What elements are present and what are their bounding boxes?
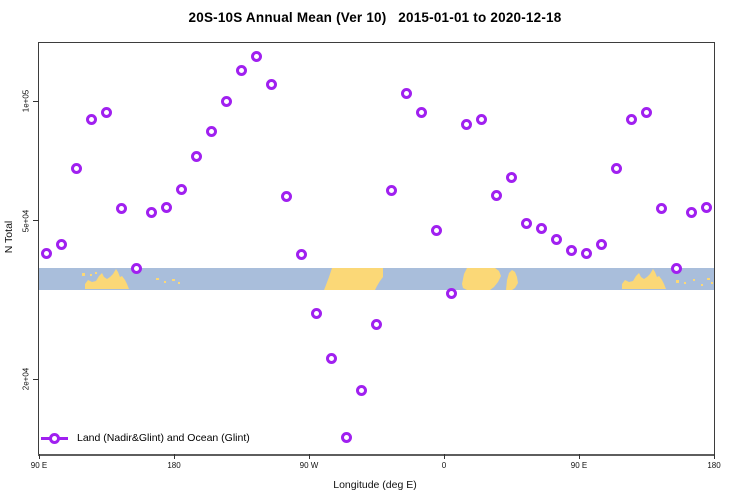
x-axis-title: Longitude (deg E) [333, 479, 417, 491]
data-point [296, 248, 307, 260]
data-point [686, 206, 697, 218]
data-point [596, 238, 607, 250]
land-mass [462, 268, 501, 290]
data-point [56, 238, 67, 250]
data-point [251, 50, 262, 62]
data-point [86, 114, 97, 126]
data-point [41, 247, 52, 259]
data-point [176, 183, 187, 195]
data-point [521, 217, 532, 229]
y-tick-label: 2e+04 [21, 367, 31, 391]
data-point [461, 118, 472, 130]
land-mass [85, 269, 129, 289]
data-point [116, 202, 127, 214]
data-point [671, 262, 682, 274]
data-point [491, 189, 502, 201]
data-point [191, 150, 202, 162]
land-mass [506, 270, 518, 290]
y-tick-mark [33, 378, 39, 380]
island-dot [90, 274, 92, 276]
data-point [206, 126, 217, 138]
legend-circle-marker-icon [49, 433, 60, 444]
data-point [356, 385, 367, 397]
data-point [386, 184, 397, 196]
data-point [266, 78, 277, 90]
x-tick-mark [578, 454, 580, 459]
island-dot [711, 282, 713, 284]
x-axis-line [38, 454, 715, 456]
x-tick-label: 0 [441, 461, 447, 470]
data-point [221, 95, 232, 107]
data-point [701, 201, 712, 213]
legend-label: Land (Nadir&Glint) and Ocean (Glint) [77, 432, 250, 444]
x-tick-mark [38, 454, 40, 459]
data-point [371, 318, 382, 330]
data-point [626, 114, 637, 126]
x-tick-mark [713, 454, 715, 459]
y-tick-label: 5e+04 [21, 209, 31, 233]
island-dot [707, 278, 710, 280]
island-dot [178, 282, 180, 284]
x-tick-label: 180 [167, 461, 181, 470]
y-tick-mark [33, 220, 39, 222]
island-dot [684, 282, 686, 284]
data-point [506, 171, 517, 183]
land-mass [324, 268, 383, 290]
data-point [281, 190, 292, 202]
land-ocean-strip-map [82, 268, 713, 290]
chart-title: 20S-10S Annual Mean (Ver 10) 2015-01-01 … [188, 10, 562, 25]
data-point [656, 202, 667, 214]
data-point [641, 107, 652, 119]
island-dot [95, 272, 97, 274]
data-point [71, 163, 82, 175]
x-tick-mark [173, 454, 175, 459]
y-axis-title: N Total [3, 220, 15, 254]
y-tick-mark [33, 100, 39, 102]
data-point [236, 64, 247, 76]
x-tick-mark [308, 454, 310, 459]
data-point [476, 113, 487, 125]
plot-area: Land (Nadir&Glint) and Ocean (Glint) 90 … [22, 42, 721, 470]
data-point [446, 287, 457, 299]
data-point [401, 87, 412, 99]
data-point [101, 107, 112, 119]
data-point [161, 201, 172, 213]
x-tick-label: 180 [707, 461, 721, 470]
island-dot [156, 278, 159, 280]
x-tick-label: 90 W [299, 461, 319, 470]
data-point [551, 233, 562, 245]
island-dot [82, 273, 85, 276]
data-point [131, 262, 142, 274]
x-tick-label: 90 E [570, 461, 588, 470]
x-tick-mark [443, 454, 445, 459]
data-point [431, 224, 442, 236]
data-point [611, 163, 622, 175]
island-dot [693, 279, 695, 281]
data-point [581, 247, 592, 259]
map-band-20s-10s [39, 268, 714, 290]
y-tick-label: 1e+05 [21, 89, 31, 113]
data-point [146, 206, 157, 218]
data-point [566, 245, 577, 257]
island-dot [172, 279, 175, 281]
x-tick-label: 90 E [30, 461, 48, 470]
island-dot [701, 284, 703, 286]
land-mass [622, 269, 666, 289]
data-point [416, 107, 427, 119]
island-dot [676, 280, 679, 283]
data-point [341, 431, 352, 443]
data-point [536, 222, 547, 234]
data-point [326, 353, 337, 365]
data-point [311, 308, 322, 320]
island-dot [164, 281, 166, 283]
